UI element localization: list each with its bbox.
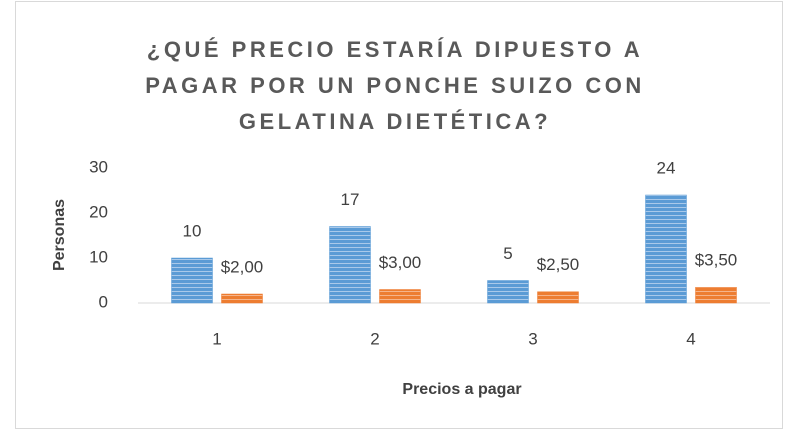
data-label: 5 <box>503 244 512 263</box>
bar <box>329 226 371 304</box>
x-tick-label: 4 <box>686 329 695 348</box>
data-label: 10 <box>183 221 202 240</box>
data-label: 17 <box>341 190 360 209</box>
x-tick-label: 1 <box>212 329 221 348</box>
data-label: $2,50 <box>537 255 580 274</box>
bar <box>537 291 579 304</box>
bar <box>487 280 529 304</box>
y-tick-label: 30 <box>89 157 108 176</box>
x-tick-label: 3 <box>528 329 537 348</box>
y-tick-label: 20 <box>89 202 108 221</box>
y-axis-title: Personas <box>51 199 68 271</box>
x-axis-title: Precios a pagar <box>402 381 521 398</box>
chart-title: ¿QUÉ PRECIO ESTARÍA DIPUESTO A PAGAR POR… <box>145 37 645 134</box>
bar <box>221 293 263 304</box>
data-label: 24 <box>657 158 676 177</box>
data-label: $2,00 <box>221 257 264 276</box>
y-tick-label: 0 <box>99 292 108 311</box>
data-label: $3,50 <box>695 251 738 270</box>
data-label: $3,00 <box>379 253 422 272</box>
chart-frame <box>15 1 783 429</box>
y-tick-label: 10 <box>89 247 108 266</box>
bar <box>645 194 687 304</box>
bar <box>379 289 421 304</box>
bar <box>695 287 737 304</box>
x-tick-label: 2 <box>370 329 379 348</box>
bar <box>171 257 213 304</box>
